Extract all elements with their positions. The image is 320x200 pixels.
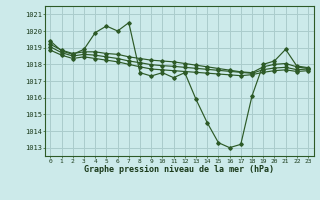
X-axis label: Graphe pression niveau de la mer (hPa): Graphe pression niveau de la mer (hPa) [84,165,274,174]
